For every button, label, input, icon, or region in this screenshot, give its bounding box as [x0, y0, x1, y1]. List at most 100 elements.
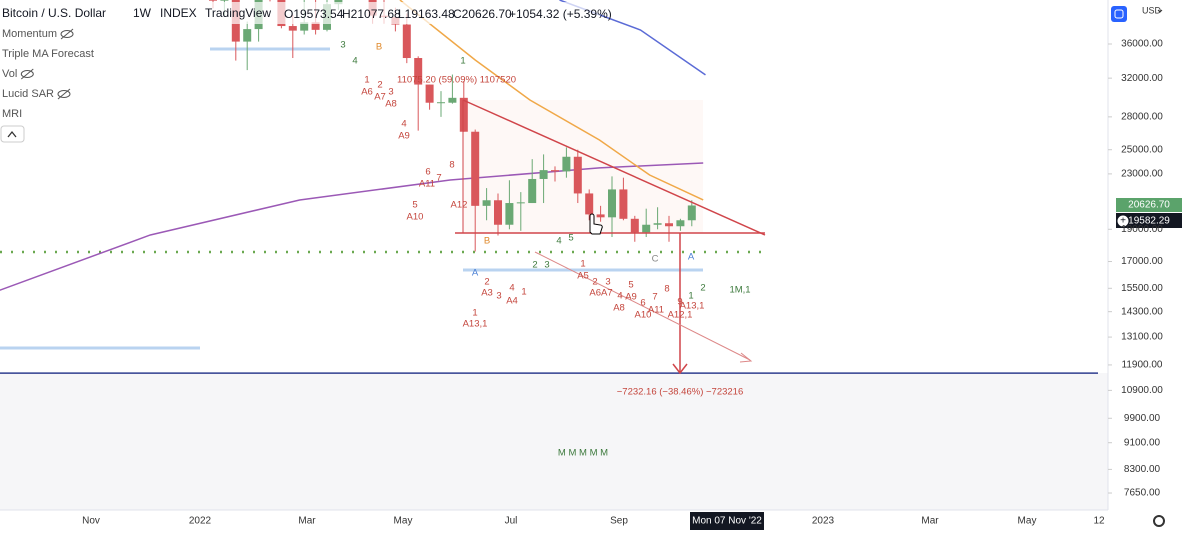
- candle-body: [665, 223, 673, 227]
- visibility-slash: [57, 88, 71, 100]
- settings-button[interactable]: [1153, 515, 1165, 527]
- x-tick-label: Nov: [82, 516, 100, 527]
- wave-label: B: [484, 236, 490, 247]
- measure-label: 11075.20 (59.09%) 1107520: [397, 75, 516, 86]
- y-tick-label: 17000.00: [1121, 256, 1163, 267]
- candle-body: [630, 218, 639, 233]
- candle-body: [311, 22, 320, 30]
- candle-body: [585, 193, 594, 215]
- candle-body: [209, 0, 217, 1]
- collapse-button[interactable]: [0, 125, 25, 143]
- wave-label: 1M,1: [729, 285, 750, 296]
- wave-label: 1: [460, 56, 465, 67]
- visibility-icon: [60, 30, 74, 38]
- wave-label: 7: [652, 292, 657, 303]
- wave-label: A10: [407, 212, 424, 223]
- y-tick-label: 25000.00: [1121, 144, 1163, 155]
- candle-body: [402, 24, 411, 59]
- symbol: Bitcoin / U.S. Dollar: [2, 6, 106, 20]
- indicator-name: Momentum: [2, 28, 57, 40]
- exchange: INDEX: [160, 6, 197, 20]
- y-tick-label: 28000.00: [1121, 112, 1163, 123]
- price-axis: [1108, 0, 1188, 534]
- candle-body: [642, 224, 651, 233]
- candle-body: [573, 156, 582, 194]
- wave-label: A12,1: [668, 310, 693, 321]
- candle-body: [653, 223, 662, 225]
- visibility-slash: [20, 68, 34, 80]
- x-tick-label: May: [1018, 516, 1037, 527]
- candle-body: [414, 58, 423, 85]
- x-tick-label: Jul: [505, 516, 518, 527]
- indicator-name: MRI: [2, 108, 22, 120]
- header-bg: [0, 2, 600, 24]
- candle-body: [608, 189, 616, 218]
- y-tick-label: 9900.00: [1124, 413, 1161, 424]
- pattern-fill: [463, 100, 703, 233]
- wave-label: 1: [688, 291, 693, 302]
- ohlc-open: O19573.54: [284, 7, 344, 21]
- currency-caret: [1157, 9, 1163, 13]
- wave-label: 8: [449, 160, 454, 171]
- wave-label: 3: [605, 277, 610, 288]
- wave-label: B: [376, 42, 382, 53]
- visibility-slash: [60, 28, 74, 40]
- y-tick-label: 13100.00: [1121, 332, 1163, 343]
- x-tick-label: 12: [1093, 516, 1105, 527]
- wave-label: A8: [385, 99, 397, 110]
- wave-label: 9: [677, 297, 682, 308]
- fullscreen-button[interactable]: [1111, 6, 1127, 22]
- candle-body: [551, 170, 559, 172]
- candle-body: [687, 205, 696, 221]
- wave-label: A6: [361, 87, 373, 98]
- y-tick-label: 10900.00: [1121, 385, 1163, 396]
- wave-label: A: [688, 252, 695, 263]
- add-icon: +: [1120, 216, 1126, 227]
- wave-label: 1: [364, 75, 369, 86]
- currency[interactable]: USD: [1142, 5, 1162, 15]
- wave-label: A7: [374, 92, 386, 103]
- wave-label: A13,1: [680, 301, 705, 312]
- measure-label: −7232.16 (−38.46%) −723216: [617, 387, 744, 398]
- triangle-drawing: [455, 99, 766, 375]
- wave-label: M M M M M: [558, 448, 608, 459]
- x-tick-label: 2022: [189, 516, 212, 527]
- ohlc-high: H21077.68: [342, 7, 401, 21]
- wave-label: A6A7: [589, 288, 612, 299]
- y-tick-label: 15500.00: [1121, 283, 1163, 294]
- y-tick-label: 8300.00: [1124, 464, 1161, 475]
- candle-body: [505, 203, 514, 225]
- wave-label: A8: [613, 303, 625, 314]
- wave-label: A11: [419, 179, 435, 190]
- lower-shade: [0, 373, 1108, 510]
- x-tick-label: 2023: [812, 516, 835, 527]
- wave-label: 1: [580, 259, 585, 270]
- indicator-list: Momentum Triple MA Forecast Vol Lucid SAR MR…: [2, 28, 94, 120]
- crosshair-price: 19582.29: [1128, 216, 1170, 227]
- last-price-tag: [1116, 198, 1182, 212]
- crosshair-price-tag: [1116, 213, 1182, 228]
- ohlc-low: L19163.48: [398, 7, 455, 21]
- wave-label: 6: [640, 298, 645, 309]
- wave-label: 5: [412, 200, 417, 211]
- candle-body: [516, 202, 525, 204]
- wave-label: 2: [377, 80, 382, 91]
- moving-average: [399, 0, 704, 201]
- y-tick-label: 14300.00: [1121, 306, 1163, 317]
- ohlc-change: +1054.32 (+5.39%): [509, 7, 612, 21]
- add-button[interactable]: [1116, 214, 1130, 228]
- interval: 1W: [133, 6, 152, 20]
- legend-header: Bitcoin / U.S. Dollar 1W INDEX TradingVi…: [0, 2, 612, 24]
- y-tick-label: 7650.00: [1124, 488, 1161, 499]
- wave-label: A9: [625, 292, 637, 303]
- candle-body: [539, 170, 548, 179]
- wave-label: 2: [484, 277, 489, 288]
- wave-label: 3: [340, 40, 345, 51]
- y-tick-label: 19000.00: [1121, 224, 1163, 235]
- candle-body: [494, 200, 502, 225]
- last-price: 20626.70: [1128, 200, 1170, 211]
- y-tick-label: 9100.00: [1124, 437, 1161, 448]
- candle-body: [425, 84, 434, 103]
- indicator-name: Lucid SAR: [2, 88, 54, 100]
